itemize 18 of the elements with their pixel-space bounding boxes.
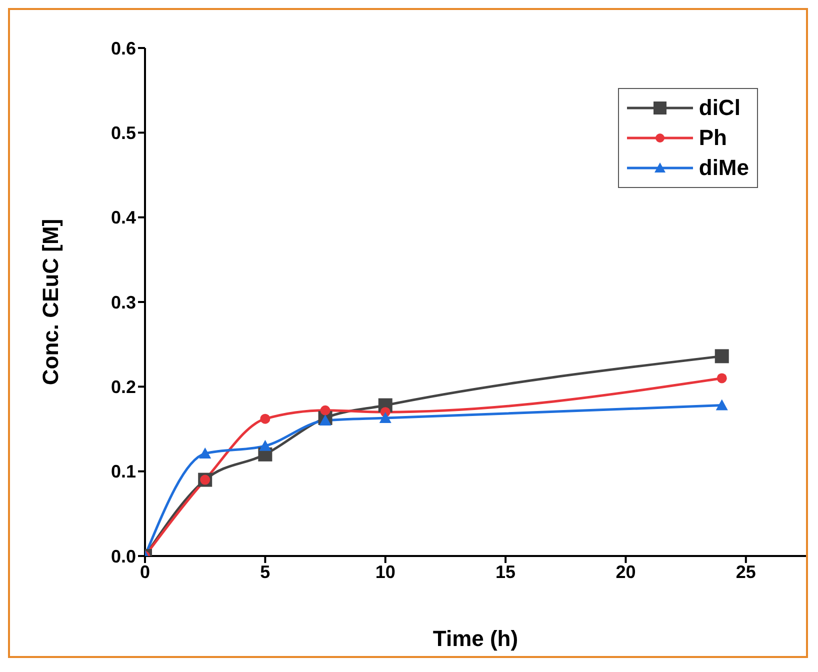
- y-tick-label: 0.5: [110, 123, 136, 144]
- x-tick-label: 25: [736, 562, 756, 582]
- y-axis-title: Conc. CEuC [M]: [38, 218, 63, 386]
- y-tick-label: 0.3: [110, 292, 136, 312]
- y-tick-label: 0.4: [110, 208, 136, 228]
- x-tick-label: 0: [140, 562, 150, 582]
- x-tick-label: 20: [616, 562, 636, 582]
- x-tick-label: 10: [375, 562, 396, 582]
- y-tick-label: 0.0: [110, 546, 136, 566]
- legend-label: diCl: [698, 94, 740, 122]
- x-axis-title: Time (h): [432, 626, 518, 651]
- y-tick-label: 0.1: [110, 462, 136, 482]
- y-tick-label: 0.2: [110, 377, 136, 398]
- x-tick-label: 5: [260, 562, 270, 582]
- y-tick-label: 0.6: [110, 38, 136, 58]
- legend-label: Ph: [698, 124, 727, 152]
- x-tick-label: 15: [496, 562, 516, 582]
- legend-label: diMe: [698, 154, 749, 182]
